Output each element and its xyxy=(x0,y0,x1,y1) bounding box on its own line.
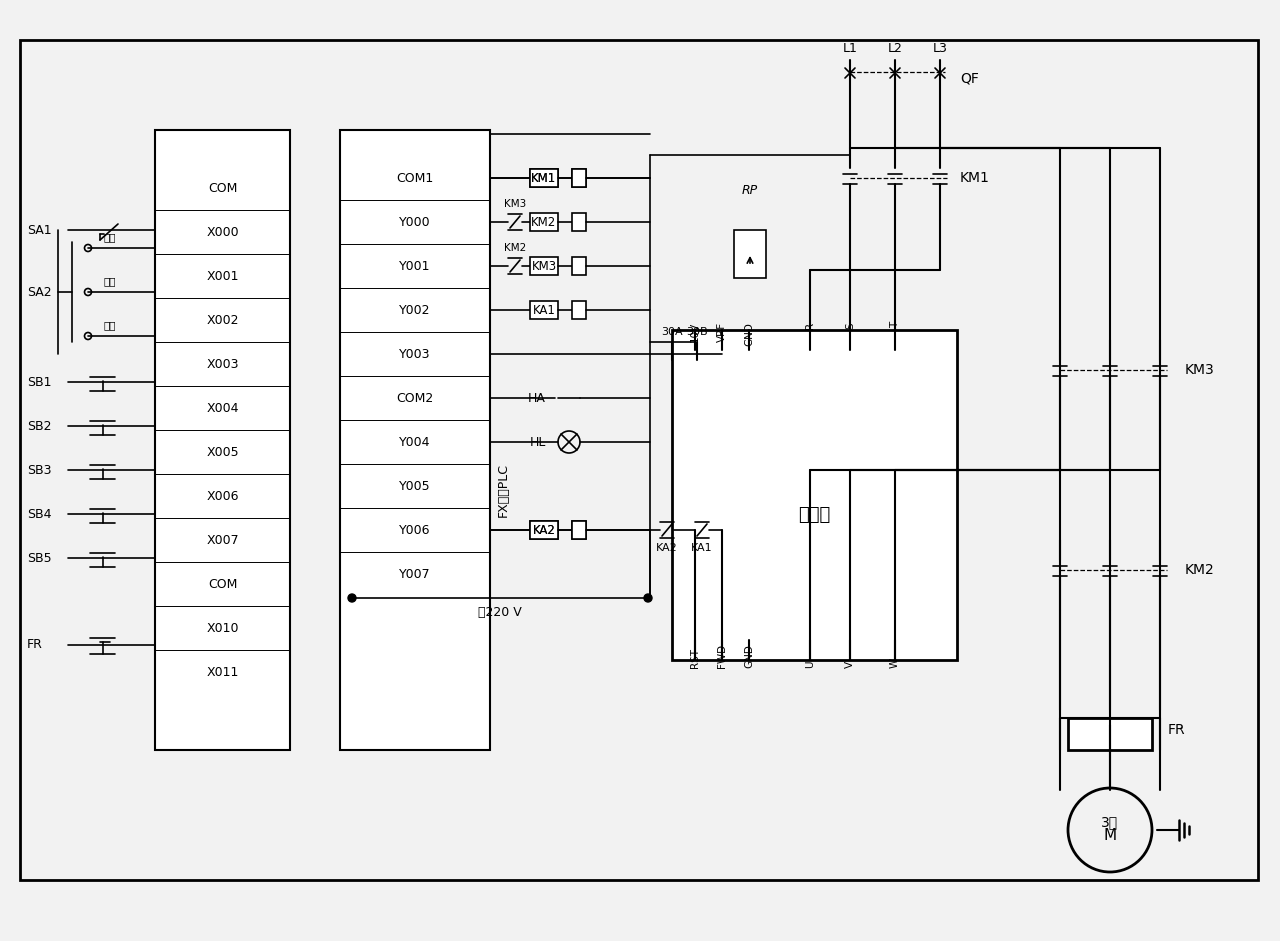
Text: X011: X011 xyxy=(206,665,238,678)
Text: KM3: KM3 xyxy=(531,260,557,273)
Text: HL: HL xyxy=(530,436,547,449)
Text: X004: X004 xyxy=(206,402,239,414)
Text: FX系列PLC: FX系列PLC xyxy=(497,463,509,517)
Text: Y000: Y000 xyxy=(399,215,431,229)
Text: SA1: SA1 xyxy=(27,224,51,236)
Text: 停止: 停止 xyxy=(104,276,116,286)
Text: ～220 V: ～220 V xyxy=(479,605,522,618)
Bar xyxy=(572,213,586,231)
Text: VRF: VRF xyxy=(717,322,727,343)
Text: X000: X000 xyxy=(206,226,239,238)
Text: S: S xyxy=(845,322,855,328)
Bar xyxy=(572,521,586,539)
Text: KM1: KM1 xyxy=(531,171,557,184)
Text: SB5: SB5 xyxy=(27,551,51,565)
Text: COM: COM xyxy=(207,578,237,591)
Text: R: R xyxy=(805,322,815,329)
Text: X010: X010 xyxy=(206,621,239,634)
Text: KA1: KA1 xyxy=(532,304,556,316)
Text: COM2: COM2 xyxy=(397,391,434,405)
Bar xyxy=(572,169,586,187)
Bar xyxy=(1068,718,1152,750)
Bar xyxy=(530,521,558,539)
Bar xyxy=(733,230,765,278)
Text: FWD: FWD xyxy=(717,644,727,668)
Bar xyxy=(20,40,1258,880)
Text: QF: QF xyxy=(960,71,979,85)
Text: 3～: 3～ xyxy=(1101,815,1119,829)
Text: GND: GND xyxy=(744,322,754,346)
Text: L3: L3 xyxy=(933,41,947,55)
Text: KA2: KA2 xyxy=(657,543,678,553)
Text: V: V xyxy=(845,661,855,668)
Text: 10V: 10V xyxy=(690,322,700,343)
Text: U: U xyxy=(805,661,815,668)
Text: 30A: 30A xyxy=(662,327,682,337)
Bar xyxy=(340,130,490,750)
Text: X006: X006 xyxy=(206,489,239,502)
Text: SA2: SA2 xyxy=(27,285,51,298)
Text: T: T xyxy=(890,322,900,328)
Bar xyxy=(672,330,957,660)
Text: KM1: KM1 xyxy=(531,171,557,184)
Bar xyxy=(530,169,558,187)
Text: 工频: 工频 xyxy=(104,232,116,242)
Text: Y005: Y005 xyxy=(399,480,431,492)
Text: RST: RST xyxy=(690,648,700,668)
Text: Y002: Y002 xyxy=(399,304,431,316)
Text: KM3: KM3 xyxy=(1185,363,1215,377)
Bar xyxy=(572,521,586,539)
Text: Y006: Y006 xyxy=(399,523,431,536)
Bar xyxy=(530,521,558,539)
Text: X001: X001 xyxy=(206,269,239,282)
Text: M: M xyxy=(1103,828,1116,843)
Text: 变频器: 变频器 xyxy=(799,506,831,524)
Text: X003: X003 xyxy=(206,358,239,371)
Text: Y001: Y001 xyxy=(399,260,431,273)
Text: 变频: 变频 xyxy=(104,320,116,330)
Text: SB4: SB4 xyxy=(27,507,51,520)
Circle shape xyxy=(348,594,356,602)
Text: KM1: KM1 xyxy=(960,171,989,185)
Text: HA: HA xyxy=(529,391,547,405)
Text: KM2: KM2 xyxy=(504,243,526,253)
Text: FR: FR xyxy=(27,639,42,651)
Text: GND: GND xyxy=(744,645,754,668)
Text: Y004: Y004 xyxy=(399,436,431,449)
Bar xyxy=(155,130,291,750)
Text: Y007: Y007 xyxy=(399,567,431,581)
Text: 30B: 30B xyxy=(686,327,708,337)
Text: SB2: SB2 xyxy=(27,420,51,433)
Text: KM3: KM3 xyxy=(504,199,526,209)
Bar xyxy=(530,257,558,275)
Bar xyxy=(530,169,558,187)
Text: KA2: KA2 xyxy=(532,523,556,536)
Text: L1: L1 xyxy=(842,41,858,55)
Text: SB1: SB1 xyxy=(27,375,51,389)
Text: X005: X005 xyxy=(206,445,239,458)
Circle shape xyxy=(644,594,652,602)
Text: FR: FR xyxy=(1169,723,1185,737)
Bar xyxy=(572,257,586,275)
Bar xyxy=(572,301,586,319)
Text: RP: RP xyxy=(742,183,758,197)
Text: KA1: KA1 xyxy=(691,543,713,553)
Bar xyxy=(530,213,558,231)
Text: SB3: SB3 xyxy=(27,464,51,476)
Text: KM2: KM2 xyxy=(531,215,557,229)
Text: X007: X007 xyxy=(206,534,239,547)
Text: X002: X002 xyxy=(206,313,239,327)
Text: Y003: Y003 xyxy=(399,347,431,360)
Bar xyxy=(572,169,586,187)
Text: L2: L2 xyxy=(887,41,902,55)
Text: KM2: KM2 xyxy=(1185,563,1215,577)
Bar xyxy=(530,301,558,319)
Text: COM1: COM1 xyxy=(397,171,434,184)
Text: W: W xyxy=(890,658,900,668)
Text: KA2: KA2 xyxy=(532,523,556,536)
Text: COM: COM xyxy=(207,182,237,195)
